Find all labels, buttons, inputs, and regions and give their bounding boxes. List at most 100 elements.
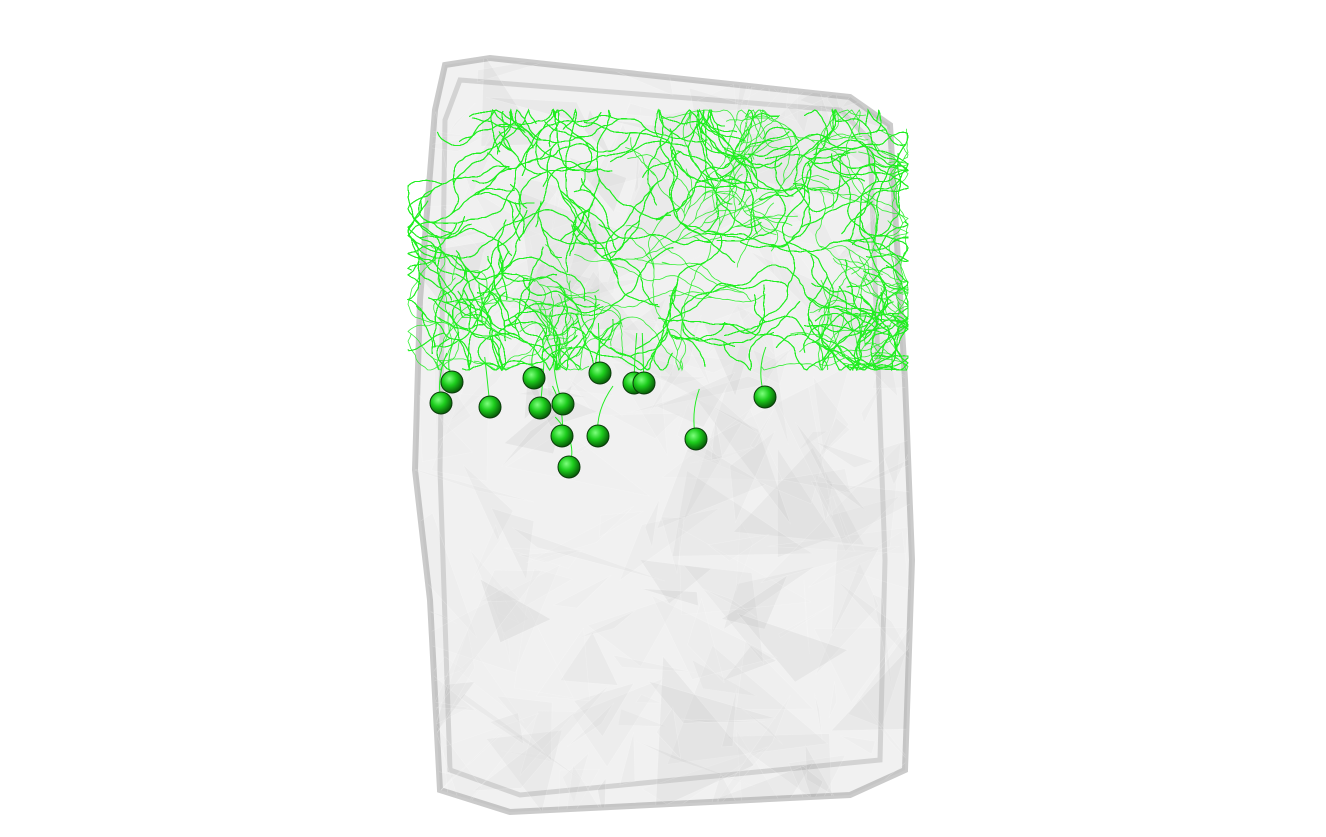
mesh-facet xyxy=(472,524,501,580)
neurite xyxy=(706,188,720,232)
neurite xyxy=(625,225,752,302)
soma xyxy=(551,392,575,416)
neurite xyxy=(893,128,909,217)
neurite xyxy=(844,259,869,314)
neurite xyxy=(451,192,535,214)
neurite xyxy=(419,223,458,239)
mesh-facet xyxy=(766,239,816,320)
neurite xyxy=(769,239,909,263)
neurite xyxy=(468,303,504,370)
neurite xyxy=(830,312,878,332)
neurite xyxy=(514,109,542,149)
neurite xyxy=(858,216,906,290)
neurite xyxy=(863,270,885,322)
neurite xyxy=(574,226,597,244)
neurite xyxy=(480,286,496,323)
mesh-facet xyxy=(598,341,759,434)
neurite xyxy=(610,347,651,371)
mesh-facet xyxy=(433,681,476,738)
neurite xyxy=(455,209,528,259)
neurite xyxy=(554,326,587,371)
neurite xyxy=(498,131,513,152)
mesh-facet xyxy=(759,442,902,584)
mesh-facet xyxy=(678,527,812,616)
mesh-facet xyxy=(479,585,522,603)
mesh-facet xyxy=(502,630,511,664)
neurite xyxy=(658,109,812,247)
mesh-facet xyxy=(830,495,901,553)
neurite xyxy=(853,312,878,367)
neurite xyxy=(655,185,737,221)
neurite xyxy=(605,162,671,306)
mesh-facet xyxy=(742,708,783,745)
neurite xyxy=(845,109,909,237)
mesh-facet xyxy=(425,628,476,754)
neurite xyxy=(569,178,600,256)
neurite xyxy=(452,209,660,330)
neurite xyxy=(857,255,866,349)
neurite xyxy=(525,132,631,163)
mesh-facet xyxy=(736,729,791,812)
mesh-facet xyxy=(634,107,641,193)
neurite xyxy=(542,148,552,187)
neurite xyxy=(487,142,558,169)
neurite xyxy=(716,124,748,206)
mesh-facet xyxy=(729,430,776,524)
neurite xyxy=(864,274,888,316)
mesh-facet xyxy=(814,441,875,468)
mesh-facet xyxy=(666,645,829,765)
mesh-facet xyxy=(832,495,856,553)
neurite xyxy=(673,335,706,367)
mesh-facet xyxy=(842,149,902,168)
mesh-facet xyxy=(655,706,682,761)
mesh-facet xyxy=(459,693,592,788)
mesh-facet xyxy=(736,305,789,445)
mesh-facet xyxy=(721,79,861,203)
neurite xyxy=(794,108,841,213)
neurite xyxy=(625,147,686,217)
neurite xyxy=(562,108,597,250)
neurite xyxy=(559,285,611,341)
neurite xyxy=(703,133,863,224)
neurite xyxy=(806,296,909,322)
mesh-facet xyxy=(767,527,908,555)
mesh-facet xyxy=(578,610,636,639)
neurite xyxy=(747,145,794,157)
mesh-facet xyxy=(649,375,707,386)
mesh-facet xyxy=(860,378,886,424)
neurite xyxy=(693,202,775,243)
mesh-facet xyxy=(500,750,555,763)
neurite xyxy=(590,331,631,357)
neurite xyxy=(418,109,602,224)
neurite xyxy=(761,109,792,183)
mesh-facet xyxy=(568,378,624,417)
mesh-facet xyxy=(442,712,540,812)
neurite xyxy=(807,310,844,358)
neurite xyxy=(494,202,525,279)
mesh-facet xyxy=(688,87,757,115)
neurite xyxy=(648,281,678,371)
mesh-facet xyxy=(594,297,667,372)
mesh-facet xyxy=(798,762,824,804)
mesh-facet xyxy=(847,617,912,728)
neurite xyxy=(535,128,647,228)
neurite xyxy=(535,140,619,279)
neurite xyxy=(837,308,890,371)
neurite xyxy=(682,109,707,182)
mesh-facet xyxy=(880,437,912,486)
mesh-facet xyxy=(525,505,635,564)
mesh-facet xyxy=(681,718,766,723)
neurite xyxy=(752,109,800,168)
neurite xyxy=(793,164,909,203)
neurite xyxy=(703,190,777,235)
neurite xyxy=(630,237,678,351)
neurite xyxy=(521,109,758,189)
neurite xyxy=(697,109,749,160)
neurite xyxy=(545,244,570,289)
neurite xyxy=(477,310,573,371)
somas xyxy=(429,361,777,479)
mesh-facet xyxy=(839,199,864,257)
mesh-facet xyxy=(462,464,514,541)
mesh-facet xyxy=(512,527,666,582)
mesh-facet xyxy=(813,627,907,704)
